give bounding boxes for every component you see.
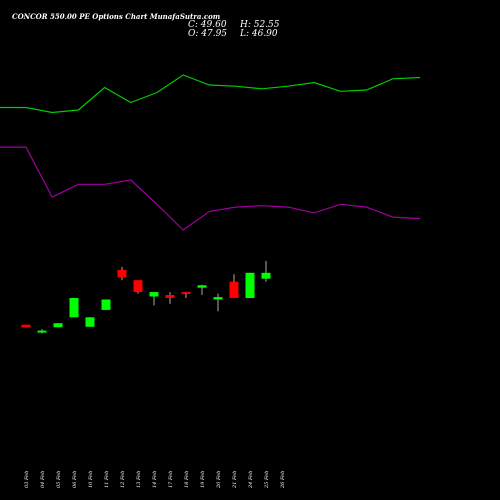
candle [229, 274, 239, 298]
candle-body [197, 285, 207, 288]
candle [181, 291, 191, 298]
candle-body [181, 292, 191, 295]
upper-line [0, 74, 421, 114]
candle-body [149, 292, 159, 297]
x-tick-label: 04 Feb [40, 471, 46, 488]
x-tick-label: 14 Feb [152, 471, 158, 488]
candle [85, 317, 95, 327]
candle [101, 299, 111, 310]
x-tick-label: 10 Feb [88, 471, 94, 488]
candle-body [261, 272, 271, 279]
lower-line [0, 146, 421, 231]
candle [245, 272, 255, 298]
x-axis-tick-labels: 03 Feb 04 Feb 05 Feb 06 Feb 10 Feb 11 Feb 12 F… [24, 471, 286, 489]
candle [69, 298, 79, 318]
candle [21, 324, 31, 328]
candle [213, 293, 223, 312]
x-tick-label: 26 Feb [280, 471, 286, 489]
x-tick-label: 13 Feb [136, 471, 142, 488]
candle-body [229, 281, 239, 298]
x-tick-label: 12 Feb [120, 471, 126, 488]
candle-body [213, 297, 223, 300]
chart-title: CONCOR 550.00 PE Options Chart MunafaSut… [12, 12, 221, 21]
candle [261, 261, 271, 282]
candle-body [69, 298, 79, 318]
x-tick-label: 11 Feb [104, 471, 110, 488]
candle [37, 329, 47, 334]
x-tick-label: 20 Feb [216, 471, 222, 489]
candle [133, 280, 143, 294]
candle [117, 266, 127, 281]
candle-body [165, 295, 175, 298]
open-value: O: 47.95 [188, 29, 228, 39]
x-tick-label: 03 Feb [24, 471, 30, 488]
x-tick-label: 05 Feb [56, 471, 62, 488]
x-tick-label: 06 Feb [72, 471, 78, 488]
candle-body [117, 269, 127, 278]
candle [149, 292, 159, 306]
candle-body [37, 330, 47, 333]
x-tick-label: 18 Feb [184, 471, 190, 488]
candle-body [85, 317, 95, 327]
x-tick-label: 19 Feb [200, 471, 206, 488]
close-value: C: 49.60 [188, 20, 227, 30]
candle-body [133, 280, 143, 293]
high-value: H: 52.55 [240, 20, 280, 30]
candlestick-series [21, 261, 271, 334]
x-tick-label: 25 Feb [264, 471, 270, 489]
candle-body [101, 299, 111, 310]
candle-body [53, 323, 63, 328]
candle [165, 292, 175, 304]
x-tick-label: 17 Feb [168, 471, 174, 488]
candle [53, 323, 63, 328]
x-tick-label: 21 Feb [232, 471, 238, 489]
x-tick-label: 24 Feb [248, 471, 254, 489]
candle-body [245, 272, 255, 298]
candle [197, 284, 207, 295]
low-value: L: 46.90 [240, 29, 278, 39]
candle-body [21, 324, 31, 328]
moving-average-lines [0, 74, 421, 231]
